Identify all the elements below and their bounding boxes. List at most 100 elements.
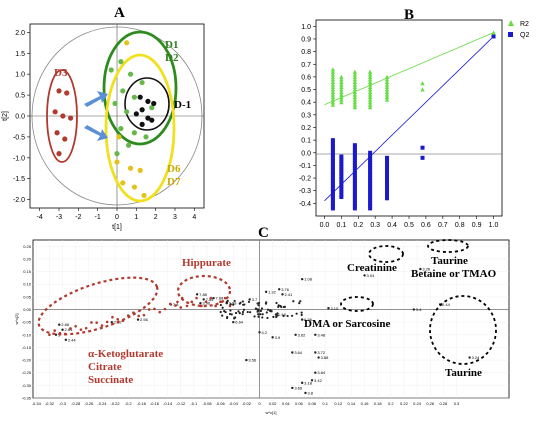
c-y-tick-label: -0.20 <box>22 358 32 363</box>
b-x-tick-label: 0.5 <box>404 222 414 229</box>
b-y-tick-label: 1.0 <box>301 24 311 31</box>
c-red-marker <box>84 326 88 330</box>
panel-c-ylabel: w*c[2] <box>14 314 19 325</box>
q2-point <box>368 173 373 178</box>
r2-point <box>330 74 336 79</box>
taurine-betaine-group-outline <box>427 239 469 253</box>
a-point-group-1 <box>118 125 124 132</box>
a-point-group-0 <box>56 151 62 157</box>
panel-c-ticks: -0.34 -0.32 -0.3 -0.28 -0.26 -0.24 -0.22 -0.2 -0… <box>22 244 460 406</box>
c-cluster-dot <box>282 314 285 318</box>
c-point <box>136 318 140 321</box>
r2-point <box>367 92 373 97</box>
a-point-group-3 <box>141 192 147 199</box>
c-cluster-dot <box>246 310 249 314</box>
r2-point <box>384 89 390 95</box>
a-y-tick-label: -1.5 <box>13 176 25 183</box>
q2-point <box>330 201 335 206</box>
q2-point <box>330 155 335 160</box>
a-point-group-2 <box>137 94 143 100</box>
q2-point <box>368 178 373 183</box>
c-point <box>314 333 317 336</box>
c-cluster-dot <box>290 314 294 317</box>
label-hippurate: Hippurate <box>182 257 231 269</box>
r2-point <box>367 74 373 79</box>
q2-point <box>352 206 357 211</box>
r2-point <box>330 94 336 100</box>
panel-c-xlabel: w*c[1] <box>266 410 277 415</box>
panel-b-legend: R2 Q2 <box>508 20 529 39</box>
c-point <box>274 313 278 316</box>
r2-point <box>352 72 358 77</box>
q2-point <box>368 163 373 168</box>
panel-c-letter: C <box>258 225 269 241</box>
panel-a-xlabel: t[1] <box>112 224 122 231</box>
q2-point <box>368 153 373 158</box>
c-point-label: 1.48 <box>278 312 287 317</box>
a-y-tick-label: 1.0 <box>15 72 25 79</box>
c-cluster-dot <box>257 304 260 307</box>
c-cluster-dot <box>238 312 241 315</box>
a-x-tick-label: -4 <box>37 214 43 221</box>
b-x-tick-label: 0.6 <box>421 222 431 229</box>
a-point-group-3 <box>127 165 134 171</box>
r2-point <box>330 79 336 84</box>
panel-a-score-plot: -4 -3 -2 -1 0 1 2 3 4 -2.0 -1.5 -1.0 -0.5 0.0 0.5 1.0 1.… <box>2 23 205 231</box>
c-point <box>232 320 235 324</box>
r2-point <box>384 74 390 79</box>
c-cluster-dot <box>221 306 224 309</box>
c-y-tick-label: -0.05 <box>22 320 32 325</box>
r2-point <box>384 94 390 100</box>
c-cluster-dot <box>241 313 244 316</box>
c-point-label: 3.48 <box>317 332 326 337</box>
c-cluster-dot <box>292 300 295 303</box>
c-y-tick-label: -0.10 <box>22 332 32 337</box>
q2-point <box>385 186 390 191</box>
c-point <box>61 328 64 331</box>
r2-point <box>339 82 344 87</box>
c-point <box>225 302 228 305</box>
c-x-tick-label: -0.1 <box>190 401 198 406</box>
q2-point <box>330 148 335 153</box>
b-x-tick-label: 0.0 <box>320 222 330 229</box>
c-cluster-dot <box>261 313 264 316</box>
r2-point <box>339 79 344 84</box>
q2-point <box>352 193 357 198</box>
r2-point <box>352 102 358 107</box>
c-red-marker <box>195 296 198 300</box>
q2-point <box>339 189 344 194</box>
q2-point <box>330 163 335 168</box>
c-x-tick-label: -0.02 <box>242 401 252 406</box>
r2-point <box>352 87 358 92</box>
a-point-group-2 <box>139 121 145 127</box>
a-point-group-1 <box>139 79 145 86</box>
c-point-label: 3.96 <box>202 301 211 306</box>
c-x-tick-label: 0.18 <box>374 401 383 406</box>
a-y-tick-label: 0.5 <box>15 93 25 100</box>
c-x-tick-label: -0.26 <box>84 401 94 406</box>
c-x-tick-label: -0.24 <box>97 401 107 406</box>
q2-point <box>330 183 335 188</box>
arrow-upper-icon <box>84 91 108 107</box>
legend-q2-marker <box>508 32 513 37</box>
q2-point <box>368 203 373 208</box>
panel-b-letter: B <box>404 7 414 23</box>
a-point-group-0 <box>64 90 70 96</box>
q2-point <box>330 160 335 165</box>
c-point-label: 3.7 <box>252 297 258 302</box>
q2-point <box>368 150 373 155</box>
c-x-tick-label: -0.18 <box>137 401 147 406</box>
c-point-label: 3.56 <box>248 358 257 363</box>
r2-point <box>330 102 336 107</box>
r2-point <box>352 77 358 82</box>
c-cluster-dot <box>219 310 222 314</box>
q2-point <box>352 176 357 181</box>
a-x-tick-label: 3 <box>173 214 177 221</box>
c-x-tick-label: 0 <box>258 401 261 406</box>
a-point-group-3 <box>116 134 122 140</box>
r2-point <box>367 72 373 77</box>
c-point-label: 7.88 <box>199 292 208 297</box>
c-point <box>300 381 304 385</box>
q2-point <box>352 153 357 158</box>
q2-point <box>330 188 335 193</box>
